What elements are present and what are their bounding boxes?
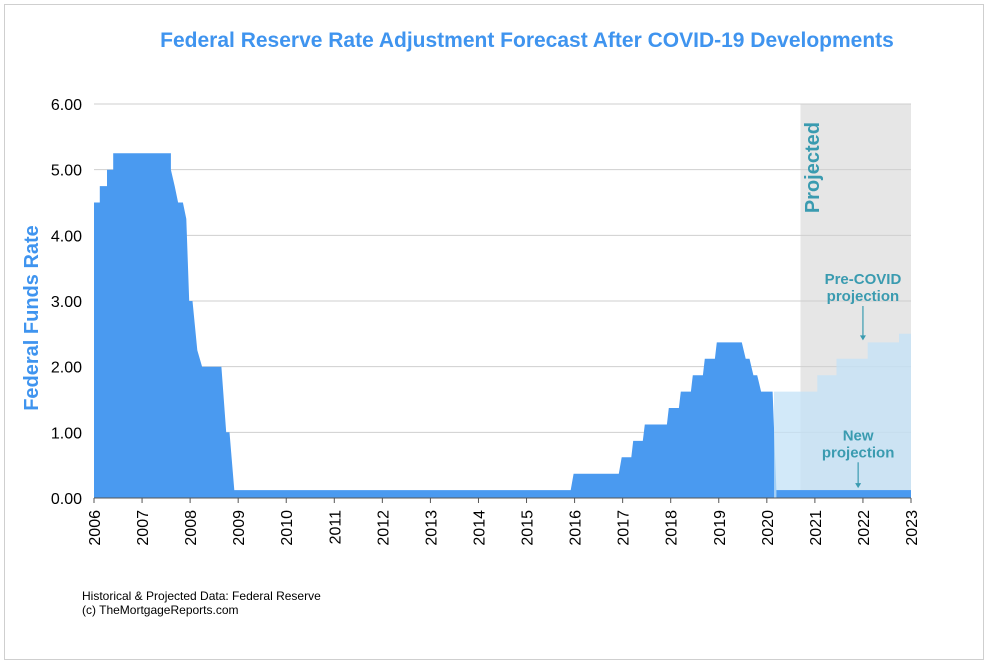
y-tick-label: 4.00 (51, 228, 82, 245)
y-tick-label: 3.00 (51, 294, 82, 311)
y-tick-label: 5.00 (51, 163, 82, 180)
historical-rate-area (94, 153, 911, 499)
x-tick-label: 2009 (231, 510, 248, 546)
pre-covid-projection-annotation-line: projection (827, 288, 900, 305)
new-projection-band (776, 490, 911, 498)
x-tick-label: 2019 (712, 510, 729, 546)
source-line-1: Historical & Projected Data: Federal Res… (82, 589, 321, 603)
x-tick-label: 2015 (520, 510, 537, 546)
x-tick-label: 2014 (471, 510, 488, 546)
y-tick-label: 0.00 (51, 491, 82, 508)
chart-title: Federal Reserve Rate Adjustment Forecast… (160, 29, 894, 52)
y-axis-label: Federal Funds Rate (21, 225, 43, 411)
x-tick-label: 2021 (808, 510, 825, 546)
pre-covid-projection-area (774, 333, 911, 498)
x-tick-label: 2013 (423, 510, 440, 546)
annotation-arrowhead (855, 483, 862, 489)
y-tick-label: 1.00 (51, 425, 82, 442)
y-tick-label: 2.00 (51, 360, 82, 377)
projected-label: Projected (802, 122, 824, 213)
x-tick-label: 2012 (375, 510, 392, 546)
x-tick-label: 2016 (568, 510, 585, 546)
pre-covid-projection-annotation-line: Pre-COVID (825, 271, 902, 288)
x-tick-label: 2018 (664, 510, 681, 546)
x-tick-label: 2006 (87, 510, 104, 546)
x-tick-label: 2022 (856, 510, 873, 546)
source-note: Historical & Projected Data: Federal Res… (82, 589, 321, 617)
x-tick-label: 2017 (616, 510, 633, 546)
x-tick-label: 2010 (279, 510, 296, 546)
y-tick-label: 6.00 (51, 97, 82, 114)
source-line-2: (c) TheMortgageReports.com (82, 603, 239, 617)
x-tick-label: 2008 (183, 510, 200, 546)
x-tick-label: 2007 (135, 510, 152, 546)
x-tick-label: 2020 (760, 510, 777, 546)
new-projection-annotation-line: New (843, 427, 874, 444)
x-tick-label: 2023 (904, 510, 921, 546)
new-projection-annotation-line: projection (822, 444, 895, 461)
annotation-arrowhead (859, 335, 866, 341)
x-tick-label: 2011 (327, 510, 344, 545)
